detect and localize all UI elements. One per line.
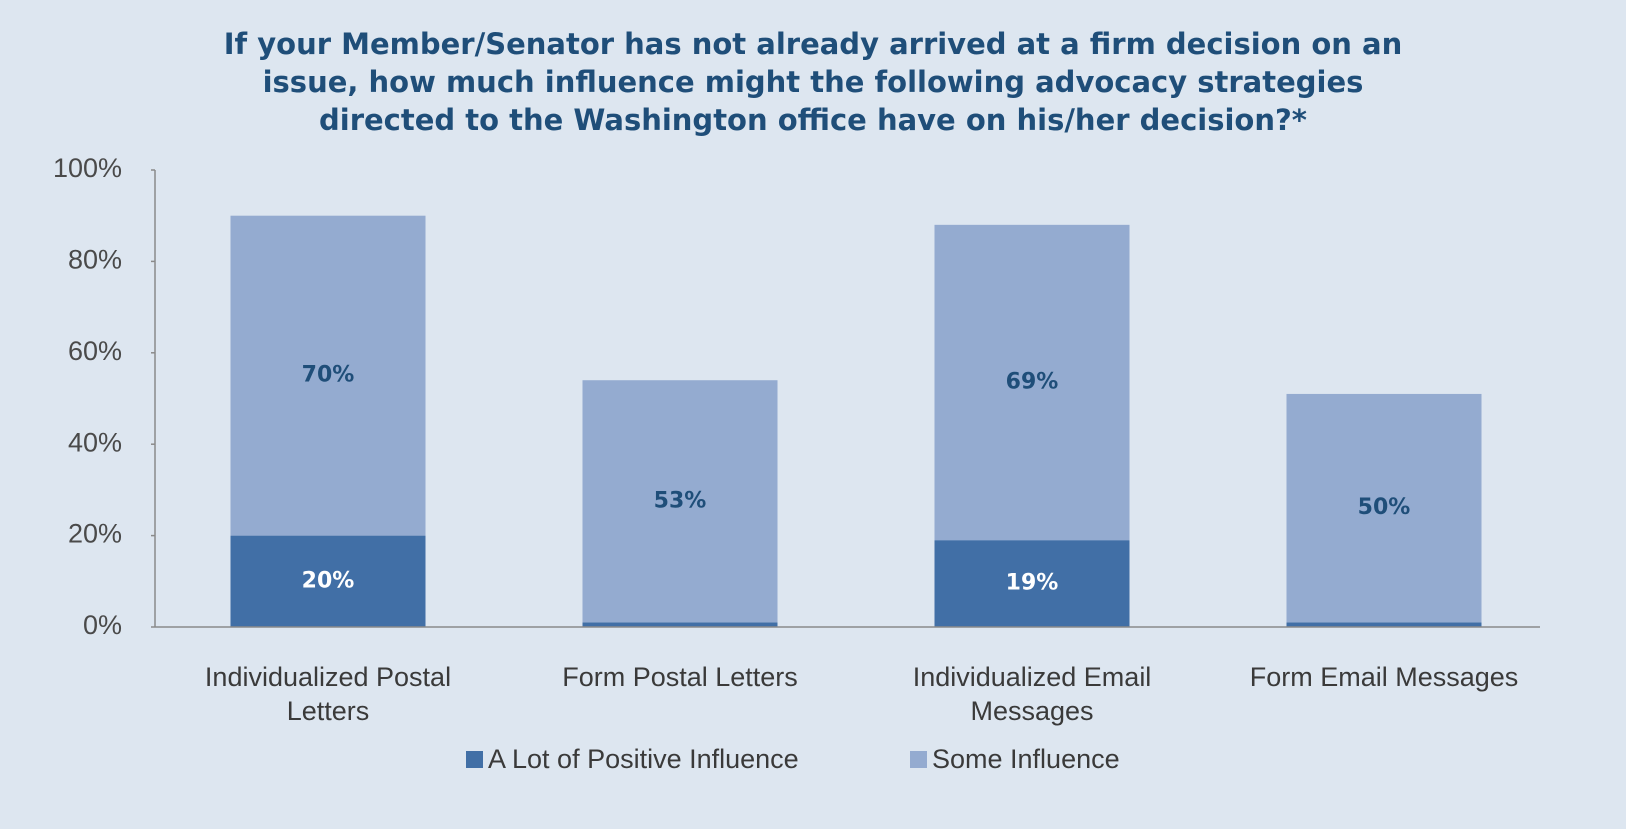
legend-label: Some Influence [932, 744, 1120, 774]
data-label: 69% [1006, 370, 1059, 395]
x-tick-label: Individualized Email Messages [912, 662, 1152, 726]
data-label: 19% [1006, 571, 1059, 596]
data-label: 50% [1358, 495, 1411, 520]
data-label: 53% [654, 488, 707, 513]
chart-title: issue, how much influence might the foll… [263, 65, 1364, 99]
x-tick-label: Individualized Postal Letters [204, 662, 452, 726]
chart-title: directed to the Washington office have o… [319, 103, 1307, 137]
data-label: 20% [302, 568, 355, 593]
y-tick-label: 20% [68, 519, 122, 549]
bar-segment [582, 380, 778, 623]
bar-segment [934, 224, 1130, 541]
bar-segment [1286, 393, 1482, 623]
y-tick-label: 40% [68, 427, 122, 457]
bar-segment [230, 215, 426, 536]
legend-swatch [910, 751, 927, 768]
legend-label: A Lot of Positive Influence [488, 744, 799, 774]
bar-segment [230, 535, 426, 627]
y-tick-label: 100% [53, 153, 122, 183]
x-tick-label: Form Postal Letters [562, 662, 798, 692]
legend-swatch [466, 751, 483, 768]
x-tick-label: Form Email Messages [1249, 662, 1519, 692]
y-tick-label: 60% [68, 336, 122, 366]
y-tick-label: 0% [83, 610, 122, 640]
bar-segment [934, 540, 1130, 627]
data-label: 70% [302, 363, 355, 388]
bar-segment [582, 622, 778, 627]
y-tick-label: 80% [68, 245, 122, 275]
chart-title: If your Member/Senator has not already a… [224, 27, 1402, 61]
bar-segment [1286, 622, 1482, 627]
